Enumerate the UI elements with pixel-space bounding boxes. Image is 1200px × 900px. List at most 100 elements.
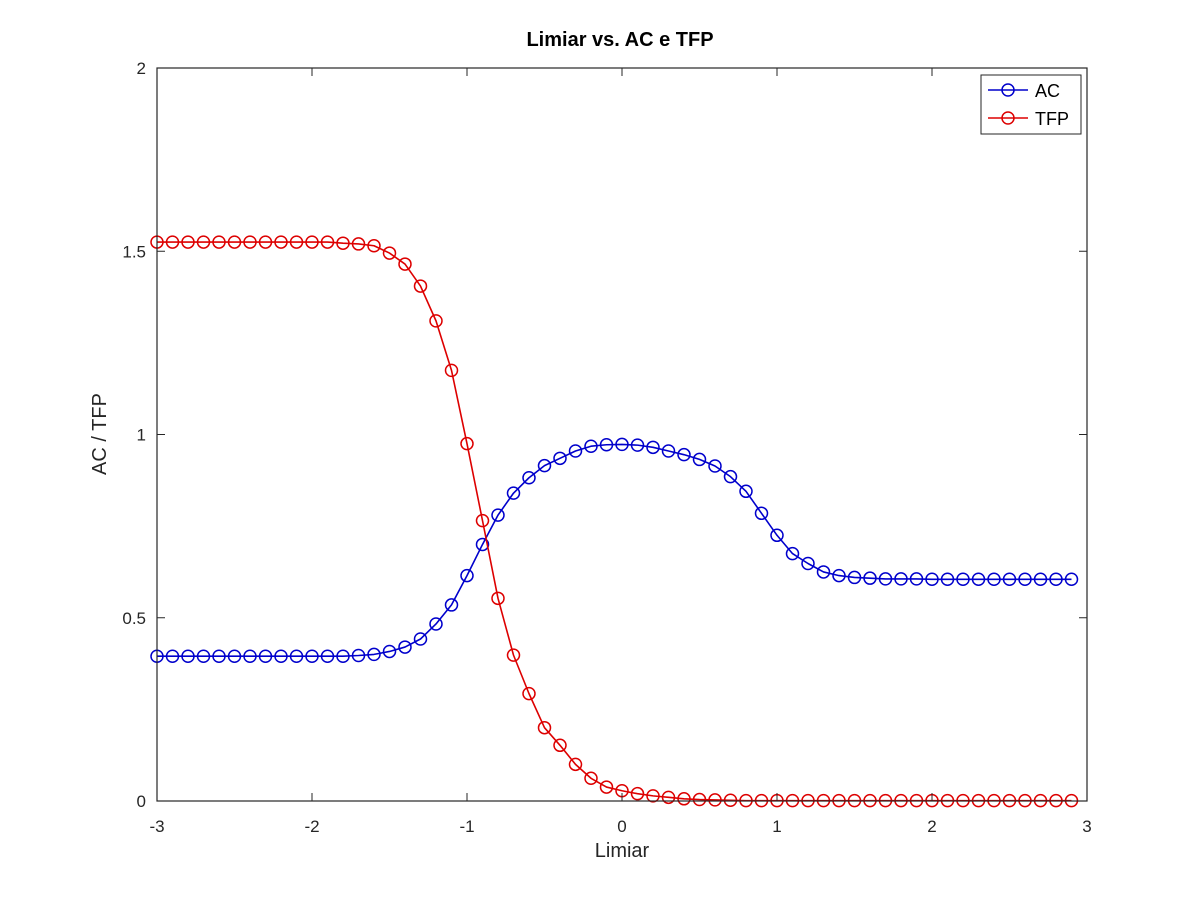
y-axis-label: AC / TFP [89, 393, 111, 475]
data-point-ac [909, 572, 924, 586]
data-point-ac [274, 649, 288, 663]
data-point-tfp [320, 235, 335, 249]
data-point-ac [723, 469, 738, 484]
y-tick-label: 1.5 [122, 242, 146, 261]
data-point-tfp [506, 648, 521, 662]
data-point-ac [165, 649, 180, 663]
data-point-tfp [274, 235, 288, 249]
data-point-tfp [522, 686, 536, 701]
data-point-tfp [646, 789, 660, 803]
data-point-ac [599, 438, 614, 452]
data-point-tfp [584, 771, 598, 786]
data-point-ac [1018, 572, 1032, 587]
data-point-tfp [243, 235, 257, 249]
data-point-ac [832, 568, 846, 583]
data-point-tfp [398, 257, 412, 271]
data-point-tfp [382, 246, 397, 260]
y-tick-label: 2 [137, 59, 146, 78]
data-point-ac [677, 447, 691, 462]
data-point-ac [646, 440, 660, 455]
data-point-ac [196, 649, 211, 663]
data-point-tfp [336, 236, 350, 250]
data-point-tfp [212, 235, 226, 249]
data-point-tfp [227, 235, 242, 249]
data-point-tfp [460, 436, 474, 451]
data-point-ac [630, 438, 645, 452]
data-point-tfp [599, 780, 614, 794]
legend-label-tfp: TFP [1035, 109, 1069, 129]
legend: AC TFP [980, 74, 1082, 135]
data-point-ac [258, 649, 273, 663]
data-point-ac [847, 570, 862, 585]
data-point-tfp [708, 793, 722, 807]
data-point-ac [305, 649, 319, 663]
data-point-ac [661, 444, 676, 458]
data-point-tfp [429, 314, 443, 328]
data-point-tfp [289, 235, 304, 249]
data-point-tfp [305, 235, 319, 249]
data-point-tfp [661, 790, 676, 805]
data-point-ac [181, 649, 195, 663]
data-point-ac [584, 439, 598, 453]
data-point-ac [289, 649, 304, 663]
data-point-ac [398, 640, 412, 654]
data-point-ac [382, 644, 397, 659]
legend-label-ac: AC [1035, 81, 1060, 101]
data-point-ac [351, 648, 366, 663]
legend-box [980, 74, 1082, 135]
data-point-ac [553, 451, 567, 466]
x-tick-label: 1 [772, 817, 781, 836]
data-point-tfp [692, 792, 707, 807]
data-point-ac [1033, 572, 1048, 587]
data-point-ac [615, 437, 629, 452]
data-point-ac [243, 649, 257, 663]
data-point-ac [1064, 572, 1079, 587]
data-point-ac [491, 508, 505, 522]
data-point-tfp [677, 792, 691, 806]
data-point-tfp [475, 513, 490, 528]
x-axis-label: Limiar [595, 840, 650, 862]
data-point-ac [987, 572, 1001, 587]
data-point-ac [956, 572, 970, 587]
data-point-ac [336, 649, 350, 663]
data-point-tfp [537, 720, 552, 735]
series-layer [150, 235, 1079, 808]
data-point-tfp [553, 738, 567, 753]
plot-area [150, 67, 1088, 808]
data-point-ac [1002, 572, 1017, 587]
x-tick-label: 0 [617, 817, 626, 836]
data-point-tfp [181, 235, 195, 249]
data-point-ac [692, 452, 707, 467]
data-point-tfp [491, 591, 505, 606]
x-tick-label: 3 [1082, 817, 1091, 836]
data-point-tfp [351, 237, 366, 251]
ticks-layer: -3 -2 -1 0 1 2 3 0 0.5 1 1.5 2 [122, 59, 1091, 836]
data-point-ac [367, 647, 381, 662]
data-point-ac [878, 572, 893, 586]
data-point-tfp [196, 235, 211, 249]
y-tick-label: 1 [137, 426, 146, 445]
series-line-ac [157, 443, 1072, 658]
data-point-tfp [367, 239, 381, 253]
data-point-ac [444, 598, 459, 612]
data-point-ac [770, 528, 784, 543]
legend-marker-tfp [1001, 111, 1015, 125]
data-point-ac [708, 459, 722, 473]
legend-marker-ac [1001, 83, 1015, 97]
data-point-tfp [258, 235, 273, 249]
data-point-ac [568, 444, 583, 458]
data-point-ac [863, 571, 877, 585]
data-point-ac [894, 572, 908, 586]
data-point-ac [429, 617, 443, 631]
data-point-ac [320, 649, 335, 663]
data-point-tfp [723, 793, 738, 808]
x-tick-label: -3 [149, 817, 164, 836]
data-point-ac [816, 565, 831, 579]
data-point-tfp [444, 363, 459, 378]
y-tick-label: 0 [137, 792, 146, 811]
data-point-ac [212, 649, 226, 663]
x-tick-label: -2 [304, 817, 319, 836]
data-point-ac [475, 537, 490, 552]
data-point-ac [506, 486, 521, 500]
